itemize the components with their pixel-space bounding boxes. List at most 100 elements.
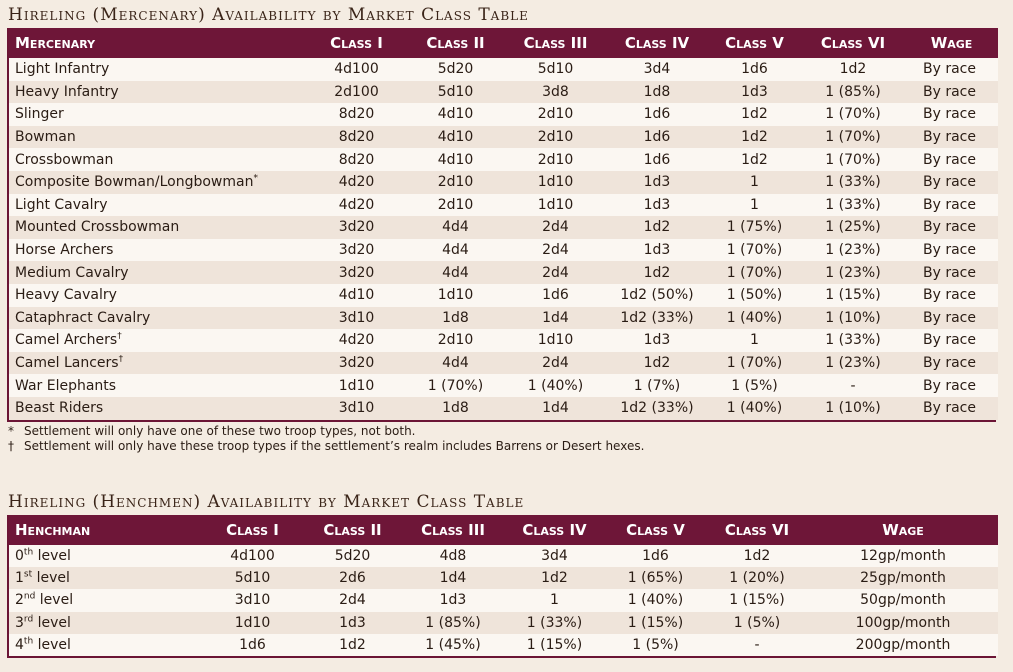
mercenary-name: Bowman — [15, 129, 76, 146]
level-number: 3 — [15, 614, 24, 631]
availability-cell: 4d100 — [334, 61, 379, 78]
availability-cell: 1 (70%) — [825, 106, 881, 123]
mercenary-name: Crossbowman — [15, 151, 114, 168]
availability-cell: 3d20 — [338, 242, 375, 259]
level-ordinal: rd — [23, 614, 34, 625]
availability-cell: 1d3 — [643, 196, 671, 213]
mercenary-name-cell: Light Infantry — [9, 58, 307, 81]
table-row: Light Cavalry 4d20 2d10 1d10 1d3 1 1 (33%) By r… — [9, 193, 998, 217]
footnote-text: Settlement will only have one of these t… — [24, 423, 416, 438]
wage-cell: By race — [923, 242, 976, 259]
availability-cell: 2d6 — [339, 570, 366, 587]
availability-cell: 1 (70%) — [726, 242, 783, 259]
availability-cell: 1 (5%) — [731, 377, 778, 394]
henchman-level-cell: 0th level — [9, 545, 202, 567]
mercenary-name: Heavy Infantry — [15, 83, 119, 100]
level-ordinal: st — [23, 569, 33, 580]
henchmen-header-row: Henchman Class I Class II Class III Class IV… — [9, 514, 998, 545]
availability-cell: 1d2 (33%) — [620, 309, 694, 326]
availability-cell: 1 (33%) — [825, 196, 881, 213]
mercenary-name: Camel Lancers — [15, 355, 119, 372]
level-suffix: level — [35, 592, 74, 609]
mercenary-name-cell: Beast Riders — [9, 397, 307, 420]
availability-cell: 1 — [750, 332, 759, 349]
availability-cell: 1d3 — [439, 592, 467, 609]
availability-cell: 1d4 — [439, 570, 467, 587]
availability-cell: 1d3 — [643, 332, 671, 349]
availability-cell: 1d2 — [643, 355, 671, 372]
availability-cell: 4d10 — [437, 129, 474, 146]
availability-cell: 1d6 — [542, 287, 569, 304]
availability-cell: 1d8 — [442, 309, 469, 326]
mercenary-footnotes: * Settlement will only have one of these … — [7, 424, 996, 454]
mercenary-header-row: Mercenary Class I Class II Class III Class I… — [9, 28, 998, 58]
henchmen-header-cell: Class VI — [724, 520, 790, 539]
level-number: 0 — [15, 547, 24, 564]
mercenary-header-cell: Class III — [523, 34, 588, 52]
mercenary-name: Mounted Crossbowman — [15, 219, 180, 236]
wage-cell: By race — [923, 264, 976, 281]
availability-cell: 1 (70%) — [825, 129, 881, 146]
henchman-level-cell: 4th level — [9, 634, 202, 656]
wage-cell: By race — [923, 129, 976, 146]
mercenary-name-cell: Heavy Infantry — [9, 81, 307, 104]
table-row: Camel Archers† 4d20 2d10 1d10 1d3 1 1 (33%) By … — [9, 329, 998, 352]
availability-cell: 1 (70%) — [427, 377, 484, 394]
wage-cell: By race — [923, 219, 976, 236]
availability-cell: 4d20 — [338, 174, 375, 191]
wage-cell: By race — [923, 287, 976, 304]
mercenary-name-cell: Horse Archers — [9, 239, 307, 262]
wage-cell: By race — [923, 355, 976, 372]
availability-cell: 1 (40%) — [627, 592, 684, 609]
availability-cell: - — [754, 637, 760, 654]
mercenary-name: Medium Cavalry — [15, 264, 129, 281]
mercenary-header-cell: Class II — [426, 34, 485, 52]
mercenary-name: Camel Archers — [15, 332, 118, 349]
availability-cell: 1d4 — [542, 400, 569, 417]
availability-cell: 1 (23%) — [825, 355, 881, 372]
footnote-mark: * — [253, 173, 258, 184]
mercenary-table: Mercenary Class I Class II Class III Class I… — [9, 28, 998, 420]
availability-cell: 3d10 — [234, 592, 271, 609]
availability-cell: 3d10 — [338, 400, 375, 417]
table-row: Composite Bowman/Longbowman* 4d20 2d10 1d10… — [9, 170, 998, 194]
henchmen-header-cell: Class II — [323, 520, 382, 539]
availability-cell: 1 (33%) — [526, 614, 583, 631]
mercenary-name: Cataphract Cavalry — [15, 309, 151, 326]
level-suffix: level — [33, 547, 71, 564]
availability-cell: 1 (85%) — [825, 83, 881, 100]
availability-cell: 1d10 — [437, 287, 474, 304]
mercenary-name: Beast Riders — [15, 400, 104, 417]
availability-cell: 1 (70%) — [726, 355, 783, 372]
availability-cell: 2d10 — [537, 151, 574, 168]
mercenary-name-cell: Cataphract Cavalry — [9, 307, 307, 330]
mercenary-name-cell: Camel Archers† — [9, 329, 307, 352]
mercenary-header-cell: Class V — [725, 34, 784, 52]
availability-cell: 3d4 — [541, 547, 568, 564]
mercenary-name-cell: Bowman — [9, 126, 307, 149]
availability-cell: 1 (40%) — [726, 309, 783, 326]
availability-cell: 4d20 — [338, 332, 375, 349]
availability-cell: 1d6 — [239, 637, 266, 654]
footnote-symbol: * — [8, 423, 14, 438]
availability-cell: 4d4 — [442, 242, 469, 259]
availability-cell: 8d20 — [338, 151, 375, 168]
level-suffix: level — [32, 570, 70, 587]
availability-cell: 1d2 — [743, 547, 771, 564]
wage-cell: By race — [923, 332, 976, 349]
availability-cell: 1d10 — [537, 332, 574, 349]
mercenary-table-frame: Mercenary Class I Class II Class III Class I… — [7, 28, 998, 422]
availability-cell: 2d4 — [542, 264, 569, 281]
availability-cell: 1d2 — [839, 61, 867, 78]
table-row: Horse Archers 3d20 4d4 2d4 1d3 1 (70%) 1 (23%)… — [9, 238, 998, 262]
table-row: Cataphract Cavalry 3d10 1d8 1d4 1d2 (33%) 1 (… — [9, 306, 998, 330]
table-row: Camel Lancers† 3d20 4d4 2d4 1d2 1 (70%) 1 (23%… — [9, 351, 998, 375]
availability-cell: 2d10 — [437, 174, 474, 191]
availability-cell: 4d4 — [442, 219, 469, 236]
availability-cell: 1 (10%) — [825, 400, 881, 417]
footnote: † Settlement will only have these troop t… — [7, 439, 996, 454]
level-number: 4 — [15, 637, 24, 654]
availability-cell: 1 — [750, 174, 759, 191]
table-row: Beast Riders 3d10 1d8 1d4 1d2 (33%) 1 (40%) 1 … — [9, 396, 998, 420]
